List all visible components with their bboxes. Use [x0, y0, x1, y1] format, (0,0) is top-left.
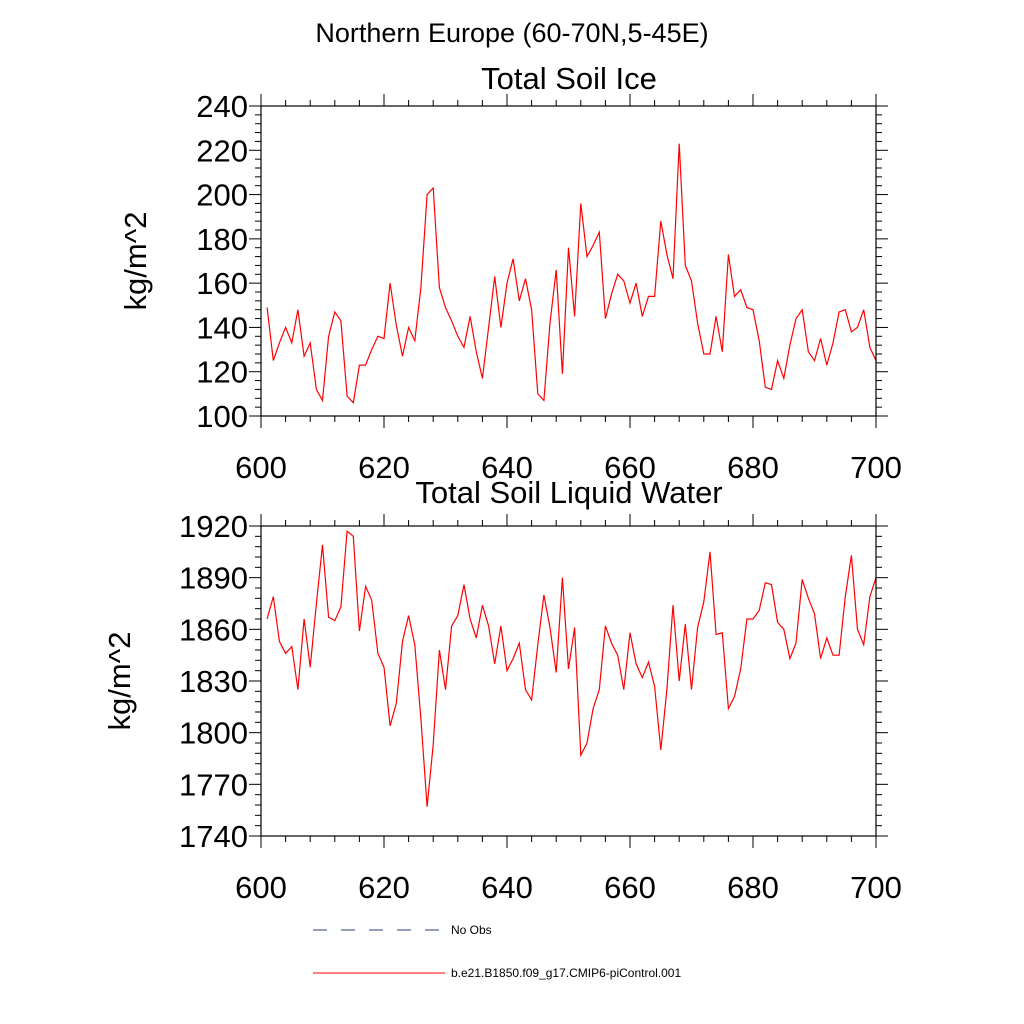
panel-total-soil-liquid-water: Total Soil Liquid Water kg/m^2 600 620 640…: [102, 475, 902, 905]
panel-total-soil-ice: Total Soil Ice kg/m^2 600 620 640 660 680 700…: [118, 61, 902, 485]
y-tick-label: 1800: [179, 716, 248, 751]
y-tick-label: 1830: [179, 664, 248, 699]
ylabel-soil-ice: kg/m^2: [118, 212, 153, 311]
y-tick-label: 160: [196, 266, 248, 301]
y-tick-label: 1920: [179, 509, 248, 544]
y-tick-label: 1770: [179, 767, 248, 802]
y-tick-label: 140: [196, 310, 248, 345]
x-tick-label: 700: [850, 870, 902, 905]
series-line-soil-liquid-water: [266, 530, 877, 807]
x-tick-label: 620: [358, 450, 410, 485]
ticks-soil-liquid-water: [249, 514, 888, 848]
x-tick-label: 640: [481, 870, 533, 905]
x-tick-label: 700: [850, 450, 902, 485]
tick-labels-soil-ice: 600 620 640 660 680 700 100 120 140 160 180 200 220 2…: [196, 89, 902, 485]
plot-frame-soil-ice: [260, 105, 877, 417]
y-tick-label: 200: [196, 178, 248, 213]
x-tick-label: 660: [604, 450, 656, 485]
y-tick-label: 180: [196, 222, 248, 257]
ticks-soil-ice: [249, 94, 888, 428]
x-tick-label: 680: [727, 870, 779, 905]
tick-labels-soil-liquid-water: 600 620 640 660 680 700 1740 1770 1800 1830 1860 18…: [179, 509, 902, 905]
chart-title-soil-liquid-water: Total Soil Liquid Water: [415, 475, 722, 510]
legend: No Obs b.e21.B1850.f09_g17.CMIP6-piContr…: [313, 923, 681, 980]
chart-title-soil-ice: Total Soil Ice: [481, 61, 657, 96]
ylabel-soil-liquid-water: kg/m^2: [102, 632, 137, 731]
x-tick-label: 600: [235, 870, 287, 905]
legend-label-picontrol: b.e21.B1850.f09_g17.CMIP6-piControl.001: [451, 966, 681, 980]
legend-label-no-obs: No Obs: [451, 923, 492, 937]
x-tick-label: 620: [358, 870, 410, 905]
y-tick-label: 1740: [179, 819, 248, 854]
y-tick-label: 1890: [179, 561, 248, 596]
plot-frame-soil-liquid-water: [260, 525, 877, 837]
y-tick-label: 120: [196, 355, 248, 390]
x-tick-label: 640: [481, 450, 533, 485]
y-tick-label: 240: [196, 89, 248, 124]
y-tick-label: 100: [196, 399, 248, 434]
figure-title: Northern Europe (60-70N,5-45E): [315, 18, 708, 48]
y-tick-label: 1860: [179, 612, 248, 647]
x-tick-label: 660: [604, 870, 656, 905]
x-tick-label: 680: [727, 450, 779, 485]
series-line-soil-ice: [266, 143, 877, 404]
x-tick-label: 600: [235, 450, 287, 485]
y-tick-label: 220: [196, 133, 248, 168]
